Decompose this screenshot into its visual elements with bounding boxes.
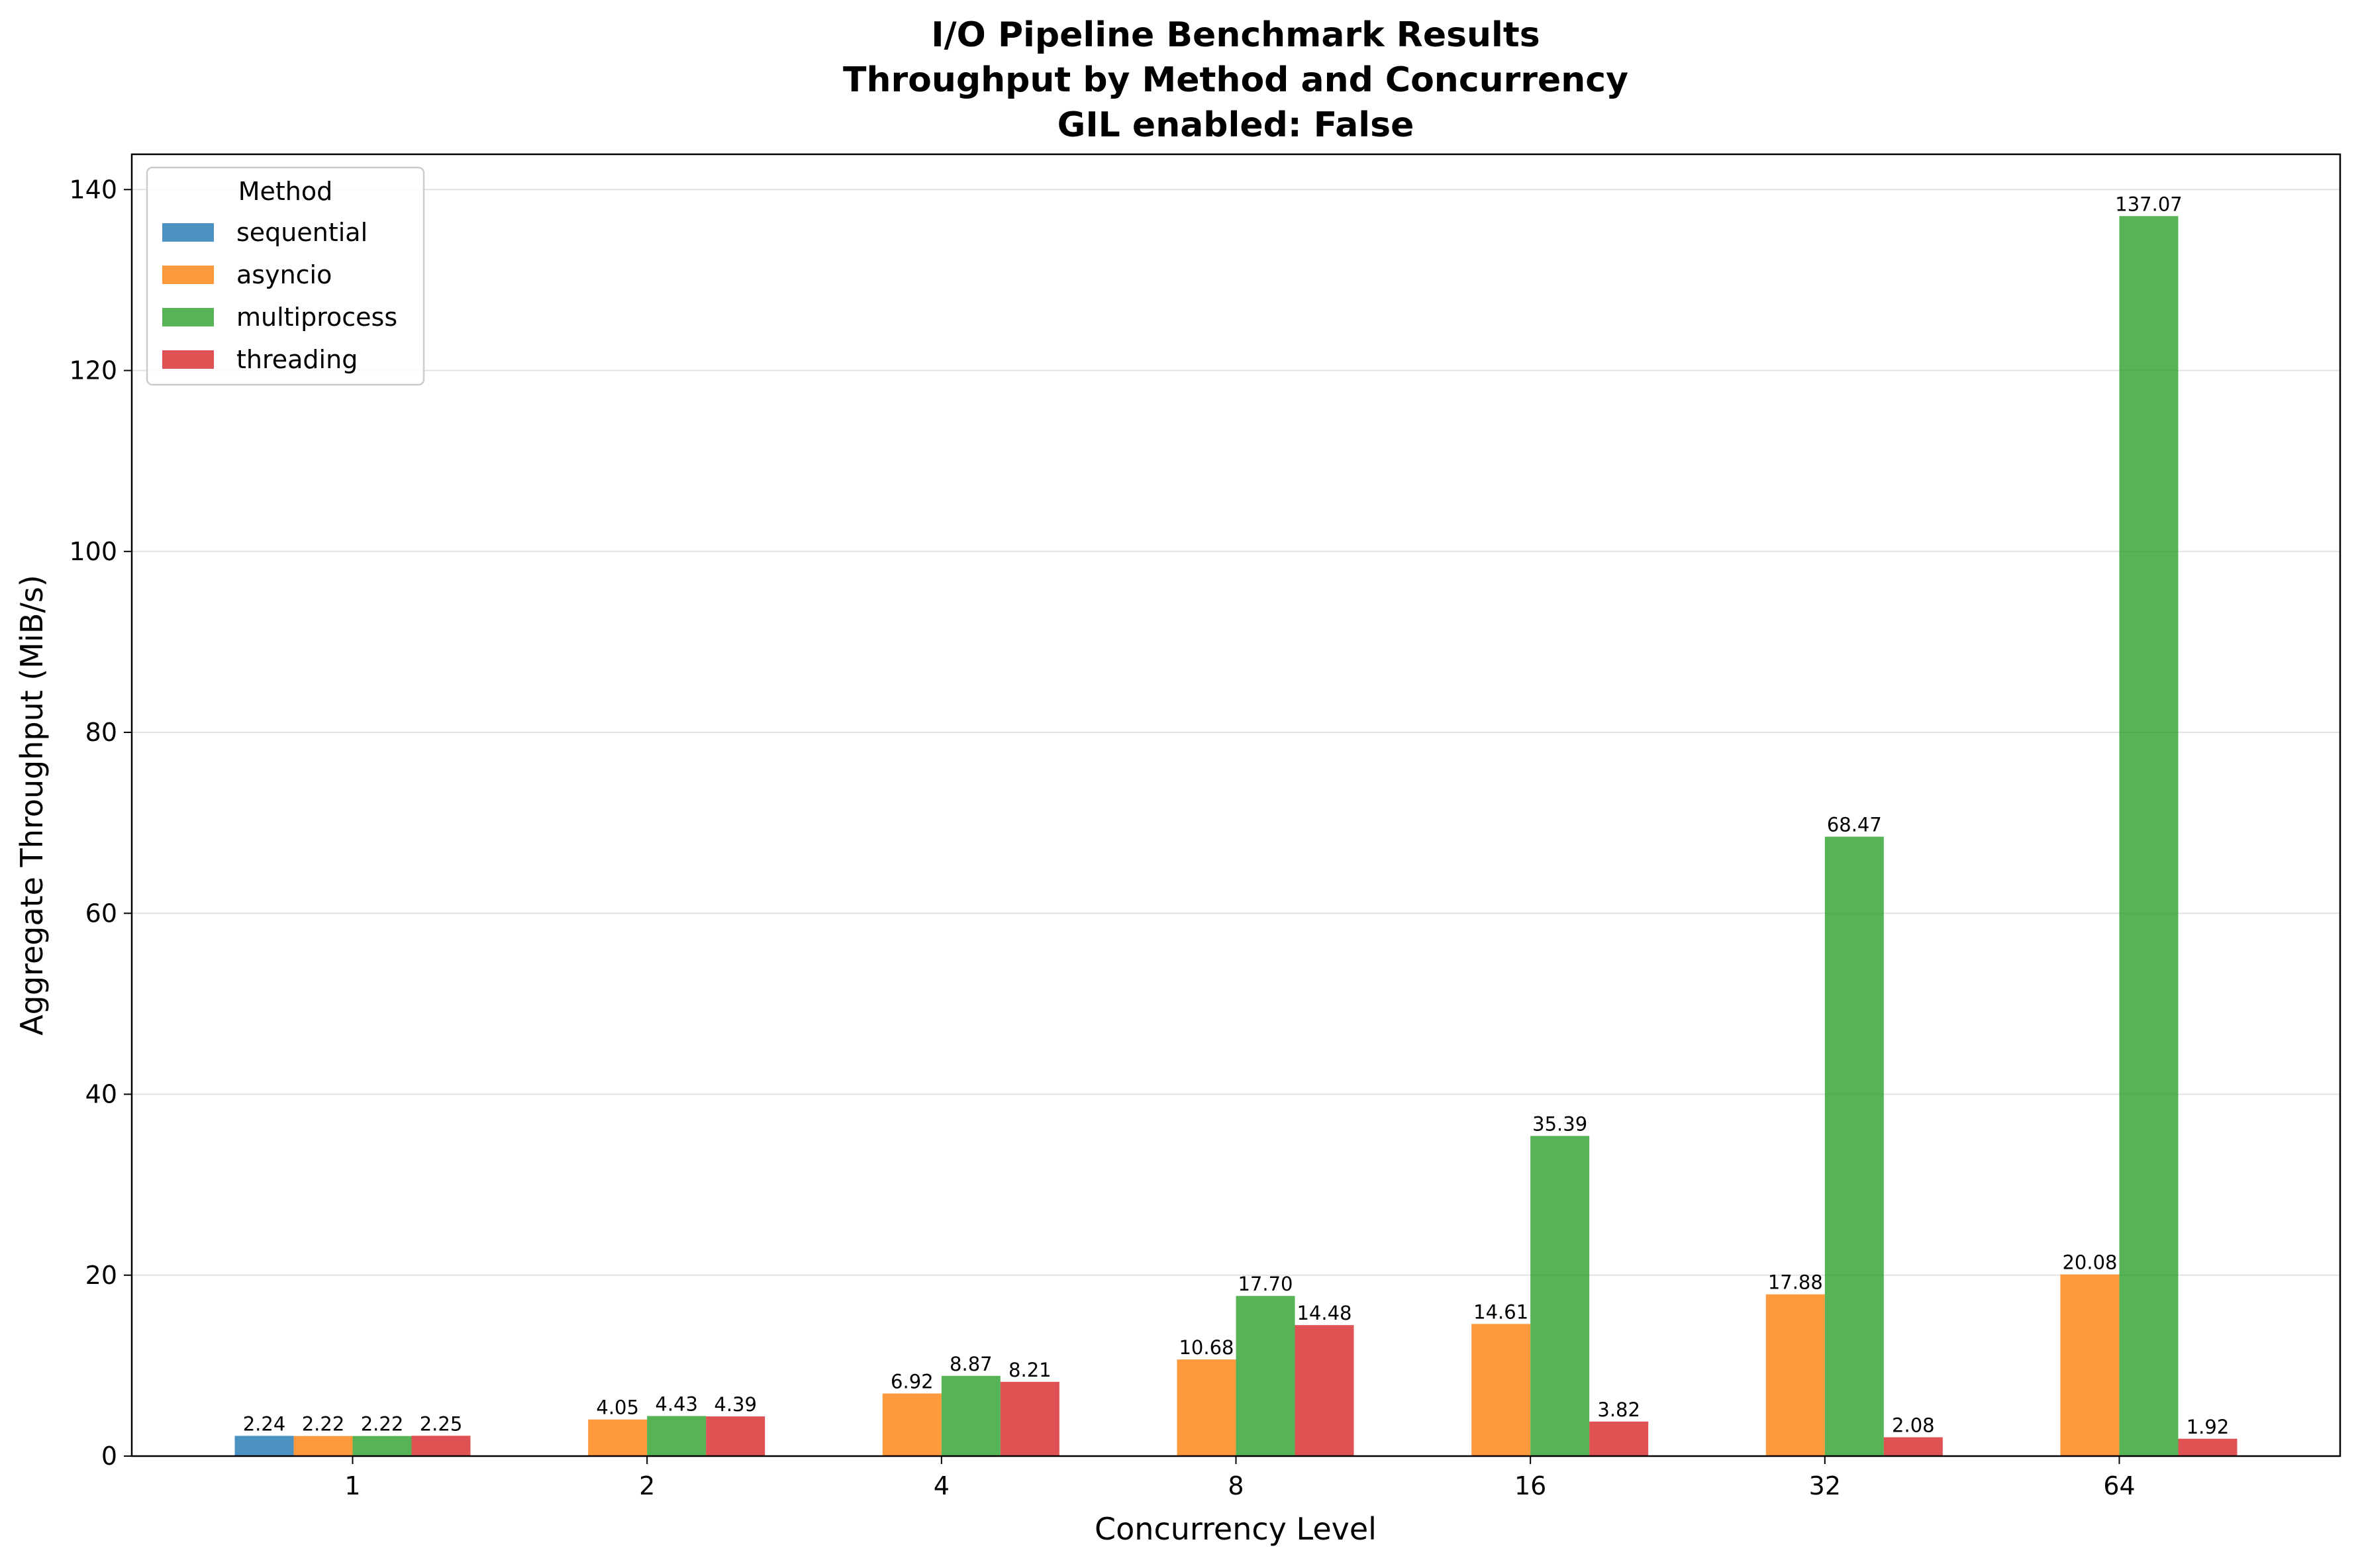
data-label: 2.08 xyxy=(1892,1414,1935,1437)
bar-threading xyxy=(706,1416,765,1456)
data-label: 6.92 xyxy=(891,1370,934,1393)
bar-threading xyxy=(411,1436,471,1456)
chart-title-line-1: I/O Pipeline Benchmark Results xyxy=(931,15,1540,55)
bar-asyncio xyxy=(1765,1294,1825,1456)
data-label: 4.05 xyxy=(596,1396,639,1419)
data-label: 8.21 xyxy=(1008,1359,1052,1381)
x-axis-label: Concurrency Level xyxy=(1095,1511,1377,1547)
bars: 2.24 2.22 4.05 6.92 10.68 14.61 17.88 20.08 2.22… xyxy=(234,193,2237,1457)
data-label: 68.47 xyxy=(1827,814,1882,836)
data-label: 2.22 xyxy=(302,1413,345,1436)
legend-label-asyncio: asyncio xyxy=(236,260,332,289)
bar-asyncio xyxy=(2060,1274,2120,1456)
legend-swatch-sequential xyxy=(162,223,214,242)
bar-asyncio xyxy=(1471,1324,1531,1456)
data-label: 14.48 xyxy=(1297,1302,1352,1324)
data-label: 20.08 xyxy=(2062,1251,2117,1274)
legend-label-threading: threading xyxy=(236,345,358,374)
bar-sequential xyxy=(234,1436,294,1456)
bar-multiprocess xyxy=(1530,1136,1590,1456)
y-tick-label: 100 xyxy=(69,537,117,566)
y-tick-label: 0 xyxy=(101,1442,117,1471)
data-label: 17.70 xyxy=(1238,1273,1293,1295)
bar-asyncio xyxy=(293,1436,353,1456)
x-tick-label: 1 xyxy=(344,1471,360,1500)
x-tick-label: 32 xyxy=(1809,1471,1841,1500)
bar-threading xyxy=(2178,1438,2237,1456)
bar-asyncio xyxy=(882,1393,942,1456)
data-label: 4.43 xyxy=(655,1393,698,1415)
data-label: 8.87 xyxy=(950,1353,993,1375)
data-label: 2.22 xyxy=(361,1413,404,1436)
x-tick-label: 16 xyxy=(1514,1471,1546,1500)
bar-asyncio xyxy=(1177,1359,1236,1456)
legend-swatch-multiprocess xyxy=(162,308,214,326)
x-tick-label: 4 xyxy=(934,1471,950,1500)
data-label: 2.25 xyxy=(420,1412,463,1435)
y-tick-label: 80 xyxy=(85,718,117,747)
data-label: 2.24 xyxy=(243,1412,286,1435)
data-label: 35.39 xyxy=(1532,1112,1587,1135)
data-label: 17.88 xyxy=(1768,1271,1823,1294)
bar-threading xyxy=(1000,1381,1059,1456)
bar-threading xyxy=(1589,1421,1649,1456)
y-tick-label: 60 xyxy=(85,899,117,928)
bar-threading xyxy=(1883,1437,1943,1456)
legend: Method sequential asyncio multiprocess thre… xyxy=(146,166,425,386)
bar-multiprocess xyxy=(1824,836,1884,1456)
bar-multiprocess xyxy=(352,1436,412,1456)
chart-title-line-2: Throughput by Method and Concurrency xyxy=(843,60,1628,100)
legend-frame xyxy=(146,166,425,386)
legend-label-multiprocess: multiprocess xyxy=(236,303,397,332)
data-label: 14.61 xyxy=(1473,1300,1528,1323)
bar-multiprocess xyxy=(2119,216,2179,1457)
y-tick-label: 140 xyxy=(69,175,117,204)
data-label: 1.92 xyxy=(2187,1416,2230,1438)
x-tick-label: 64 xyxy=(2103,1471,2135,1500)
chart-title-line-3: GIL enabled: False xyxy=(1057,105,1414,145)
legend-label-sequential: sequential xyxy=(236,218,368,247)
legend-swatch-threading xyxy=(162,350,214,369)
legend-title: Method xyxy=(238,177,333,206)
y-tick-label: 120 xyxy=(69,356,117,385)
bar-multiprocess xyxy=(1236,1296,1295,1456)
data-label: 10.68 xyxy=(1179,1336,1234,1359)
y-tick-label: 20 xyxy=(85,1261,117,1290)
data-label: 3.82 xyxy=(1597,1398,1640,1421)
bar-multiprocess xyxy=(647,1416,707,1456)
bar-multiprocess xyxy=(941,1375,1001,1456)
y-axis-label: Aggregate Throughput (MiB/s) xyxy=(14,575,50,1036)
legend-swatch-asyncio xyxy=(162,266,214,284)
bar-asyncio xyxy=(588,1419,648,1456)
y-tick-label: 40 xyxy=(85,1080,117,1109)
axes: 0 20 40 60 80 100 120 140 1 2 4 8 16 32 64 xyxy=(69,175,2135,1500)
x-tick-label: 8 xyxy=(1228,1471,1244,1500)
data-label: 4.39 xyxy=(714,1393,757,1416)
data-label: 137.07 xyxy=(2115,193,2182,215)
bar-threading xyxy=(1295,1325,1354,1456)
x-tick-label: 2 xyxy=(639,1471,655,1500)
